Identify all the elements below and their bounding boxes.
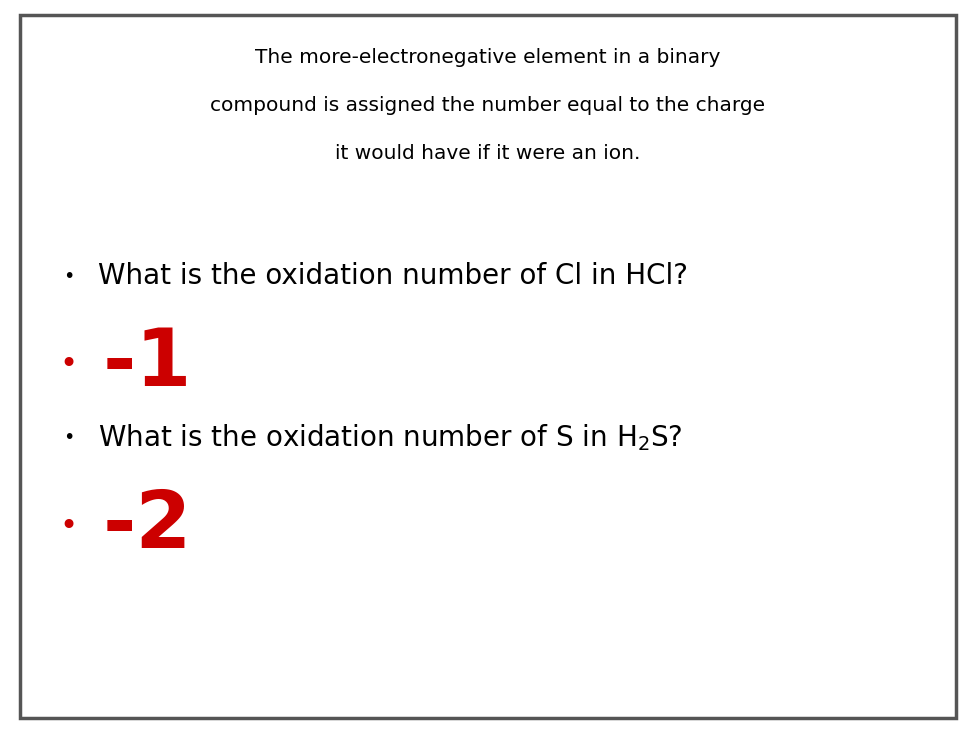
Text: The more-electronegative element in a binary: The more-electronegative element in a bi… [256,48,720,67]
Text: compound is assigned the number equal to the charge: compound is assigned the number equal to… [211,96,765,115]
Text: •: • [62,266,74,286]
Text: What is the oxidation number of Cl in HCl?: What is the oxidation number of Cl in HC… [98,262,688,290]
Text: it would have if it were an ion.: it would have if it were an ion. [336,144,640,163]
Text: -1: -1 [102,325,192,403]
Text: •: • [62,428,74,447]
Text: What is the oxidation number of S in H$_2$S?: What is the oxidation number of S in H$_… [98,422,682,453]
Text: •: • [60,350,77,379]
Text: •: • [60,512,77,541]
Text: -2: -2 [102,487,192,565]
